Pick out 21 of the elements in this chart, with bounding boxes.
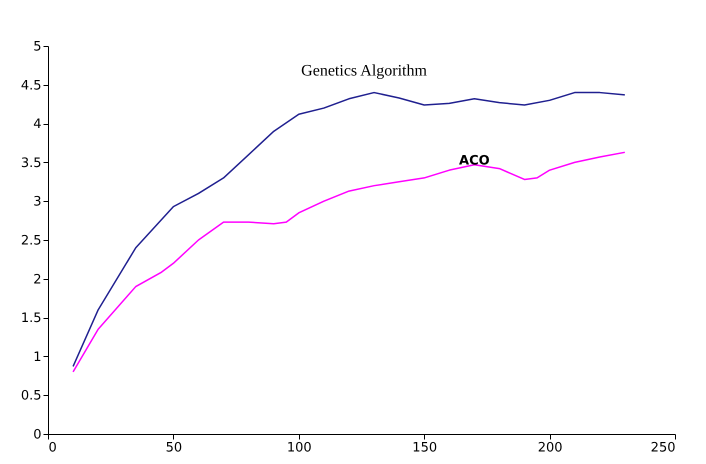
y-tick-label: 1.5 (20, 311, 42, 326)
y-tick-label: 2 (33, 272, 42, 288)
x-tick-label: 200 (538, 440, 563, 456)
y-tick-label: 2.5 (20, 234, 42, 248)
y-tick-label: 5 (33, 40, 42, 54)
series-label: Genetics Algorithm (301, 62, 428, 80)
y-tick-label: 1 (33, 350, 42, 365)
x-tick-label: 150 (412, 440, 438, 456)
x-tick-label: 100 (286, 440, 312, 456)
x-tick-label: 250 (650, 440, 676, 456)
y-tick-label: 4.5 (20, 78, 42, 94)
line-series (72, 152, 626, 373)
y-tick-label: 4 (33, 117, 42, 132)
series-label: ACO (459, 154, 490, 169)
y-tick-label: 0.5 (20, 388, 42, 404)
x-tick-label: 50 (166, 440, 182, 456)
line-series (72, 92, 626, 368)
y-tick-label: 3.5 (20, 156, 42, 171)
x-tick-label: 0 (48, 440, 57, 456)
y-tick-label: 0 (33, 428, 42, 442)
y-tick-label: 3 (33, 194, 42, 210)
